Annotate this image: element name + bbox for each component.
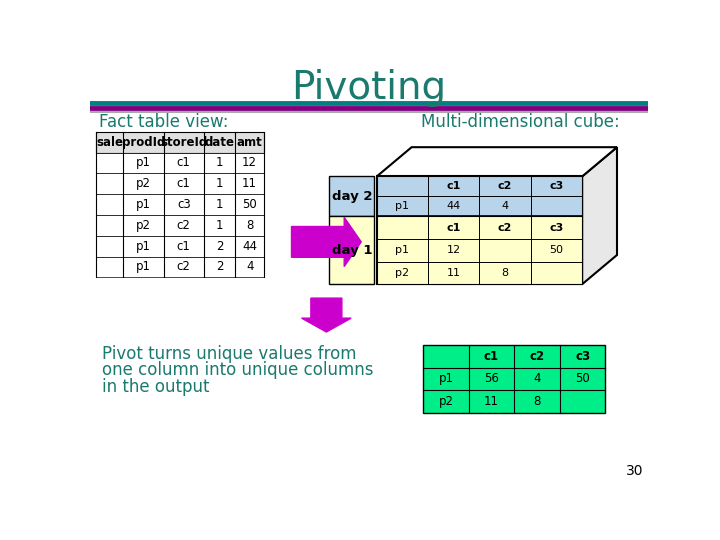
Text: p2: p2 (438, 395, 454, 408)
Bar (96, 132, 264, 153)
Text: p1: p1 (136, 198, 151, 211)
Text: sale: sale (96, 136, 123, 148)
Bar (96, 153, 264, 173)
Text: 1: 1 (216, 177, 223, 190)
Text: date: date (204, 136, 235, 148)
Bar (330, 177, 374, 217)
Text: 11: 11 (447, 268, 461, 278)
Text: 56: 56 (484, 373, 499, 386)
Text: 8: 8 (246, 219, 253, 232)
Text: p1: p1 (136, 157, 151, 170)
Bar (330, 217, 374, 284)
Text: c2: c2 (177, 260, 191, 273)
Text: c2: c2 (177, 219, 191, 232)
Text: 2: 2 (216, 240, 223, 253)
Text: 50: 50 (242, 198, 257, 211)
Text: c1: c1 (177, 157, 191, 170)
Polygon shape (292, 217, 361, 267)
Bar (377, 217, 582, 284)
Text: p1: p1 (395, 245, 410, 255)
Text: c1: c1 (177, 240, 191, 253)
Text: 1: 1 (216, 157, 223, 170)
Text: p2: p2 (395, 268, 410, 278)
Text: p1: p1 (395, 201, 410, 212)
Text: 11: 11 (484, 395, 499, 408)
Text: c3: c3 (575, 350, 590, 363)
Text: c2: c2 (498, 223, 513, 233)
Bar (423, 345, 606, 413)
Text: one column into unique columns: one column into unique columns (102, 361, 373, 380)
Text: 12: 12 (242, 157, 257, 170)
Text: storeId: storeId (160, 136, 207, 148)
Bar (96, 194, 264, 215)
Text: 11: 11 (242, 177, 257, 190)
Text: p1: p1 (136, 240, 151, 253)
Text: 8: 8 (534, 395, 541, 408)
Polygon shape (582, 147, 617, 284)
Text: 4: 4 (502, 201, 508, 212)
Text: p2: p2 (136, 219, 151, 232)
Bar (96, 256, 264, 278)
Text: 30: 30 (626, 464, 644, 478)
Text: day 2: day 2 (332, 190, 372, 203)
Text: 12: 12 (446, 245, 461, 255)
Text: Fact table view:: Fact table view: (99, 113, 229, 131)
Bar (377, 177, 582, 284)
Text: p1: p1 (438, 373, 454, 386)
Text: day 1: day 1 (332, 244, 372, 257)
Text: Multi-dimensional cube:: Multi-dimensional cube: (420, 113, 619, 131)
Bar (96, 236, 264, 256)
Text: c2: c2 (498, 181, 513, 192)
Text: c3: c3 (549, 181, 564, 192)
Text: c1: c1 (446, 181, 461, 192)
Polygon shape (377, 147, 617, 177)
Text: Pivoting: Pivoting (292, 69, 446, 107)
Text: p1: p1 (136, 260, 151, 273)
Text: 50: 50 (575, 373, 590, 386)
Text: c1: c1 (484, 350, 499, 363)
Text: c2: c2 (529, 350, 544, 363)
Text: 8: 8 (502, 268, 508, 278)
Text: 44: 44 (446, 201, 461, 212)
Text: p2: p2 (136, 177, 151, 190)
Bar (96, 173, 264, 194)
Text: 1: 1 (216, 198, 223, 211)
Text: 1: 1 (216, 219, 223, 232)
Text: amt: amt (237, 136, 263, 148)
Bar (96, 215, 264, 236)
Text: 44: 44 (242, 240, 257, 253)
Text: c1: c1 (177, 177, 191, 190)
Text: 4: 4 (534, 373, 541, 386)
Bar (377, 177, 582, 217)
Text: c1: c1 (446, 223, 461, 233)
Text: c3: c3 (549, 223, 564, 233)
Text: prodId: prodId (122, 136, 165, 148)
Text: 2: 2 (216, 260, 223, 273)
Text: 4: 4 (246, 260, 253, 273)
Text: in the output: in the output (102, 379, 209, 396)
Text: 50: 50 (549, 245, 564, 255)
Text: c3: c3 (177, 198, 191, 211)
Text: Pivot turns unique values from: Pivot turns unique values from (102, 345, 356, 362)
Polygon shape (302, 298, 351, 332)
